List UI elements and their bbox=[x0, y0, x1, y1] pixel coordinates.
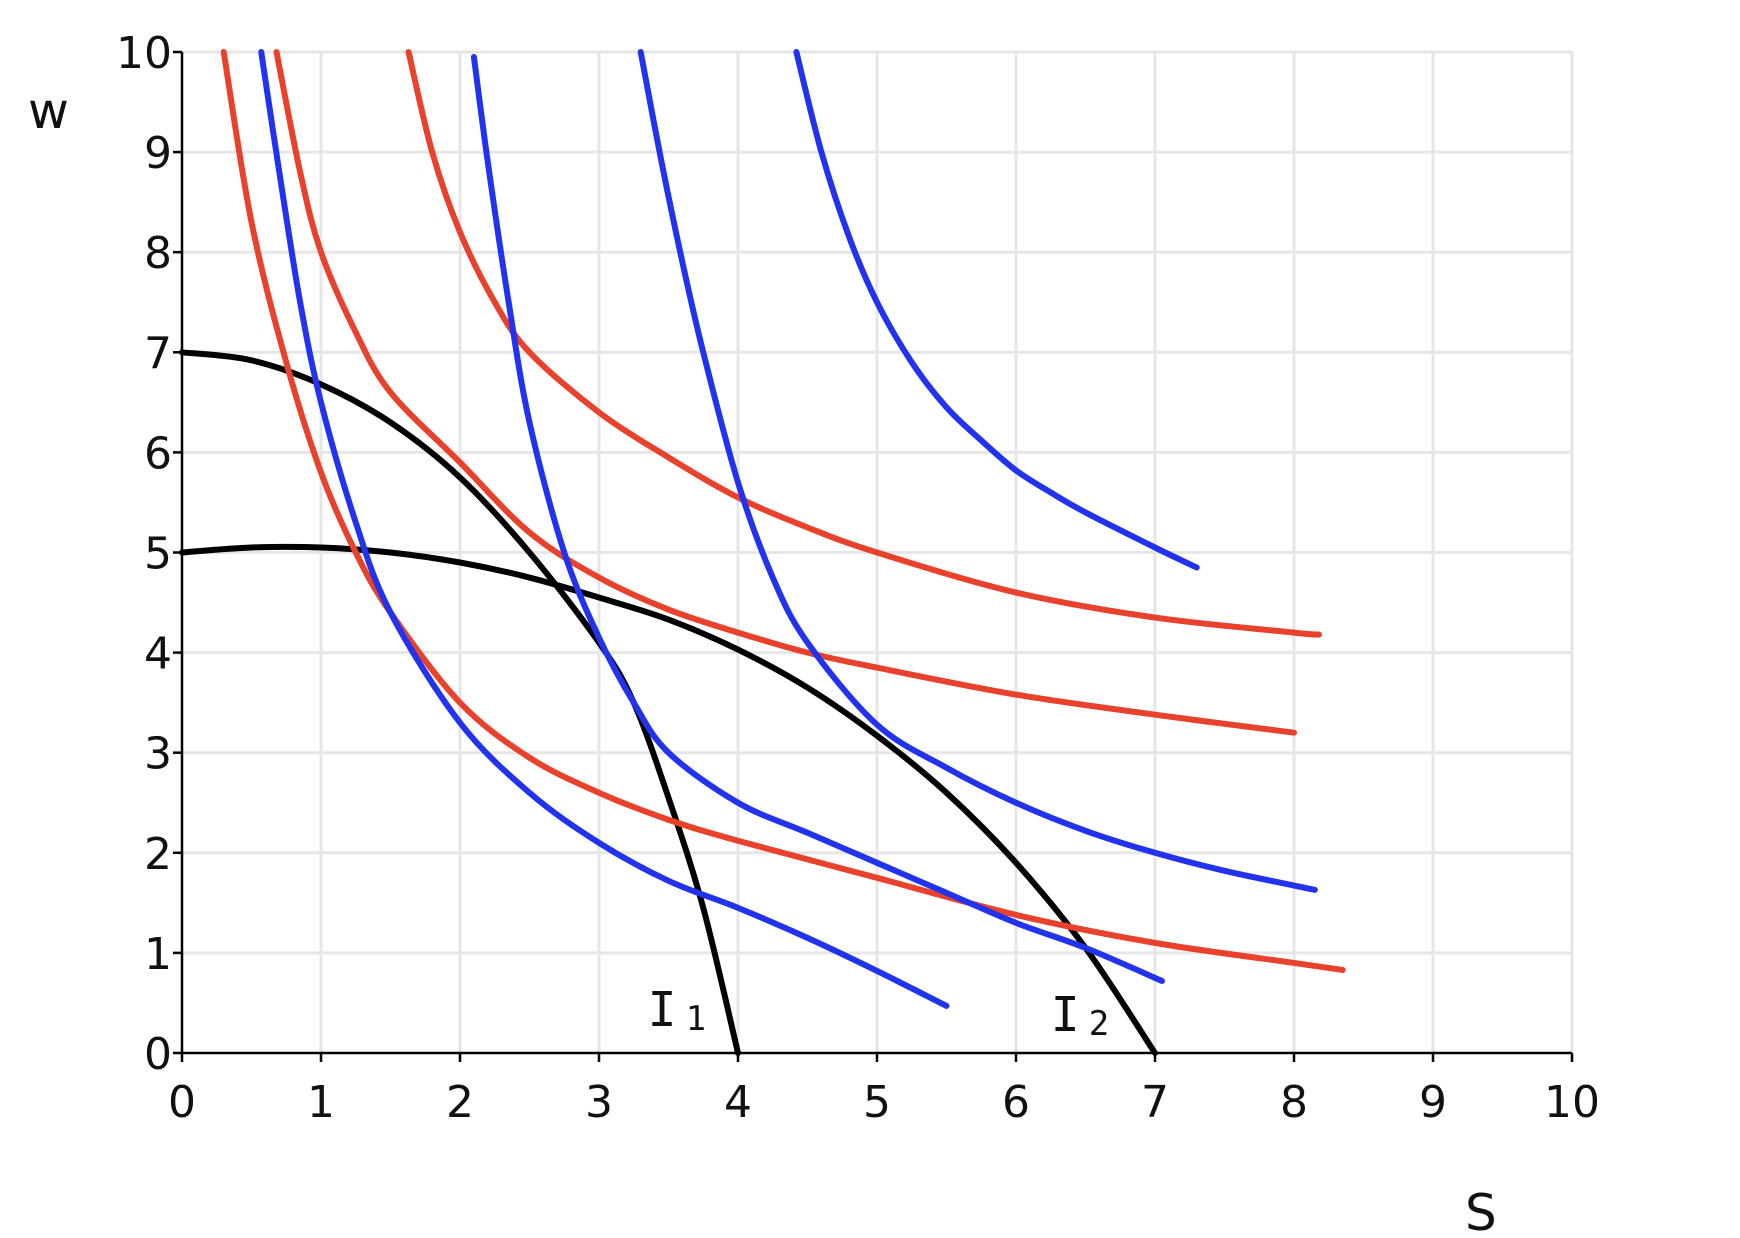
y-tick-label: 9 bbox=[144, 128, 172, 179]
x-tick-label: 7 bbox=[1141, 1077, 1169, 1128]
x-tick-label: 4 bbox=[724, 1077, 752, 1128]
x-tick-label: 0 bbox=[168, 1077, 196, 1128]
blue-curve-7 bbox=[470, 54, 1165, 984]
x-tick-label: 5 bbox=[863, 1077, 891, 1128]
y-tick-label: 5 bbox=[144, 529, 172, 580]
curve-label-subscript-1: 1 bbox=[686, 999, 706, 1039]
grid bbox=[182, 50, 1574, 1053]
x-tick-label: 2 bbox=[446, 1077, 474, 1128]
curve-label-subscript-2: 2 bbox=[1089, 1004, 1109, 1044]
x-tick-label: 1 bbox=[307, 1077, 335, 1128]
y-tick-label: 0 bbox=[144, 1029, 172, 1080]
series-group bbox=[179, 49, 1346, 1056]
y-tick-label: 3 bbox=[144, 729, 172, 780]
x-tick-label: 3 bbox=[585, 1077, 613, 1128]
y-tick-label: 6 bbox=[144, 428, 172, 479]
blue-curve-9 bbox=[793, 49, 1200, 571]
tick-labels: 0 1 2 3 4 5 6 7 8 9 10 0 1 2 3 4 5 6 7 8 9 10 bbox=[116, 28, 1600, 1128]
x-axis-label: S bbox=[1465, 1184, 1497, 1238]
x-tick-label: 8 bbox=[1280, 1077, 1308, 1128]
y-tick-label: 4 bbox=[144, 629, 172, 680]
axes bbox=[173, 50, 1574, 1062]
x-tick-label: 10 bbox=[1544, 1077, 1600, 1128]
blue-curve-8 bbox=[637, 49, 1318, 893]
red-curve-3 bbox=[220, 49, 1346, 973]
blue-curve-6 bbox=[258, 49, 950, 1009]
curve-label-i1: I bbox=[648, 982, 677, 1038]
x-tick-label: 9 bbox=[1419, 1077, 1447, 1128]
y-axis-label: w bbox=[28, 82, 69, 140]
curve-label-i2: I bbox=[1051, 987, 1080, 1043]
red-curve-4 bbox=[273, 49, 1297, 736]
red-curve-5 bbox=[405, 49, 1323, 638]
y-tick-label: 7 bbox=[144, 328, 172, 379]
x-tick-label: 6 bbox=[1002, 1077, 1030, 1128]
y-tick-label: 10 bbox=[116, 28, 172, 79]
y-tick-label: 8 bbox=[144, 228, 172, 279]
y-tick-label: 2 bbox=[144, 829, 172, 880]
y-tick-label: 1 bbox=[144, 929, 172, 980]
